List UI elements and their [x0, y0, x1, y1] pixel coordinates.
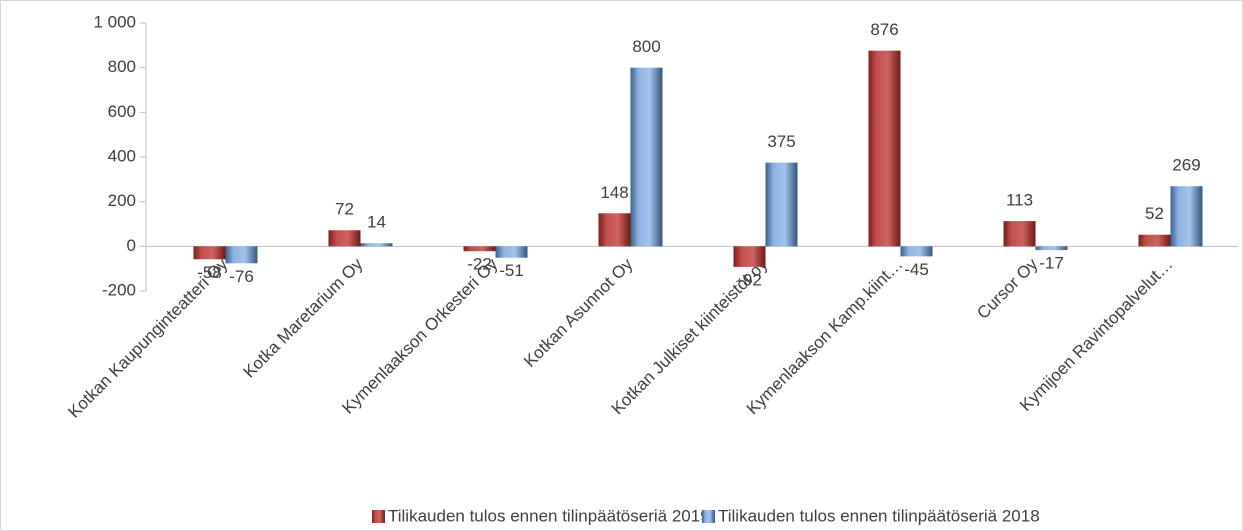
- x-tick-label: Kotkan Asunnot Oy: [520, 254, 637, 371]
- value-label: 375: [767, 132, 795, 151]
- x-tick-label: Kymenlaakson Kamp.kiint…: [743, 255, 907, 419]
- value-label: 14: [367, 213, 386, 232]
- bar: [1035, 246, 1068, 251]
- value-label: 52: [1145, 204, 1164, 223]
- y-tick-label: 800: [108, 57, 136, 76]
- value-label: -76: [229, 267, 254, 286]
- bar: [328, 230, 361, 247]
- value-label: -45: [904, 260, 929, 279]
- y-tick-label: 600: [108, 102, 136, 121]
- value-label: 269: [1172, 156, 1200, 175]
- bar: [495, 246, 528, 258]
- y-tick-label: -200: [102, 280, 136, 299]
- y-tick-label: 0: [127, 236, 136, 255]
- value-label: -17: [1039, 254, 1064, 273]
- bar: [765, 162, 798, 247]
- value-label: -92: [737, 270, 762, 289]
- legend-label: Tilikauden tulos ennen tilinpäätöseriä 2…: [718, 506, 1040, 525]
- bar: [360, 243, 393, 247]
- value-label: 148: [600, 183, 628, 202]
- bar: [1003, 221, 1036, 247]
- y-tick-label: 1 000: [93, 12, 136, 31]
- bar: [1138, 234, 1171, 247]
- x-tick-label: Kotka Maretarium Oy: [239, 254, 366, 381]
- value-label: -51: [499, 261, 524, 280]
- bar: [630, 67, 663, 247]
- legend-label: Tilikauden tulos ennen tilinpäätöseriä 2…: [388, 506, 710, 525]
- value-label: -22: [467, 255, 492, 274]
- bar: [225, 246, 258, 264]
- legend-swatch: [372, 510, 385, 523]
- value-label: 113: [1006, 191, 1033, 210]
- bar: [868, 50, 901, 247]
- value-label: 800: [632, 37, 660, 56]
- y-tick-label: 400: [108, 146, 136, 165]
- x-tick-label: Cursor Oy: [973, 254, 1042, 323]
- value-label: -58: [197, 263, 222, 282]
- legend-swatch: [702, 510, 715, 523]
- x-tick-label: Kymenlaakson Orkesteri Oy: [338, 254, 501, 417]
- value-label: 876: [870, 20, 898, 39]
- y-tick-label: 200: [108, 191, 136, 210]
- bar: [463, 246, 496, 252]
- x-tick-label: Kymijoen Ravintopalvelut…: [1016, 255, 1176, 415]
- value-label: 72: [335, 200, 354, 219]
- bar: [598, 213, 631, 247]
- bar: [1170, 186, 1203, 247]
- bar: [900, 246, 933, 257]
- bar: [733, 246, 766, 267]
- bar: [193, 246, 226, 260]
